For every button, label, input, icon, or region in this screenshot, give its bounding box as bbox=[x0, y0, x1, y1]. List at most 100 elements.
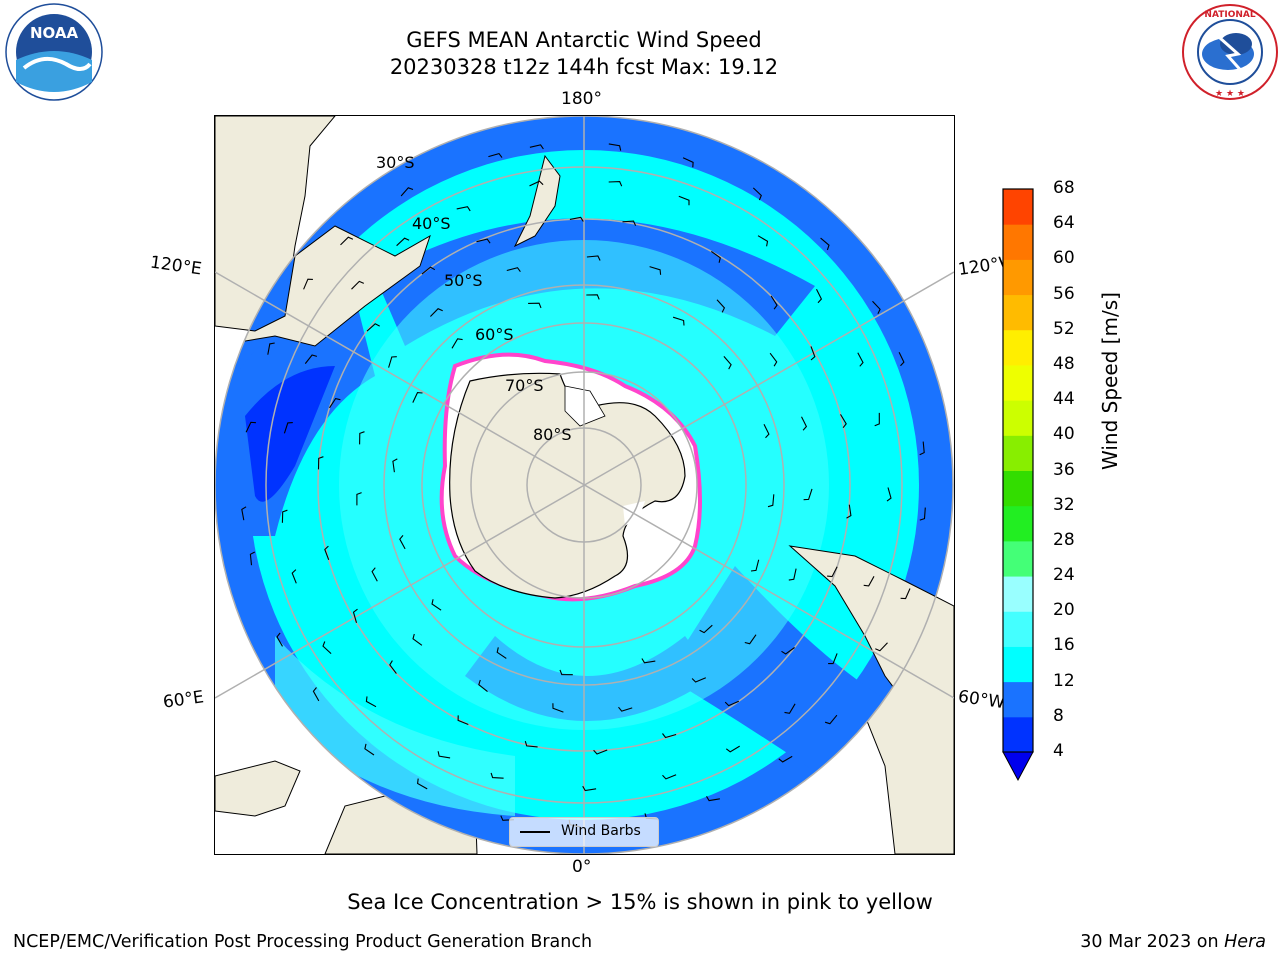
wind-barb bbox=[649, 266, 662, 275]
wind-barb bbox=[291, 569, 297, 584]
wind-barb bbox=[716, 299, 726, 313]
wind-barb bbox=[392, 458, 398, 473]
wind-barb bbox=[724, 700, 740, 707]
wind-barb bbox=[608, 181, 623, 187]
chart-subtitle: 20230328 t12z 144h fcst Max: 19.12 bbox=[389, 55, 779, 79]
wind-barb bbox=[828, 653, 838, 665]
wind-barb bbox=[417, 778, 428, 790]
colorbar-block bbox=[1003, 505, 1033, 542]
wind-barb bbox=[608, 143, 622, 151]
colorbar-block bbox=[1003, 576, 1033, 612]
wind-barb bbox=[706, 796, 720, 802]
wind-barb bbox=[710, 250, 721, 263]
wind-barb bbox=[431, 599, 442, 611]
wind-barb bbox=[900, 588, 911, 600]
wind-barb bbox=[371, 567, 378, 582]
wind-barb bbox=[329, 397, 341, 409]
wind-barb bbox=[351, 280, 365, 290]
colorbar-block bbox=[1003, 716, 1033, 753]
wind-barb bbox=[303, 278, 313, 290]
polar-map bbox=[215, 116, 954, 854]
colorbar-tick-label: 64 bbox=[1053, 213, 1075, 234]
lat-label-70s: 70°S bbox=[505, 376, 544, 395]
colorbar-tick-label: 4 bbox=[1053, 741, 1064, 761]
colorbar-block bbox=[1003, 400, 1033, 436]
wind-barb bbox=[304, 354, 318, 364]
lat-label-30s: 30°S bbox=[376, 153, 415, 172]
footer-date: 30 Mar 2023 on Hera bbox=[1080, 932, 1266, 952]
wind-barb bbox=[451, 338, 463, 349]
wind-barb bbox=[430, 308, 443, 317]
wind-barb bbox=[750, 559, 760, 572]
colorbar-label: Wind Speed [m/s] bbox=[1098, 292, 1122, 470]
colorbar-tick-label: 36 bbox=[1053, 459, 1075, 480]
wind-barb bbox=[801, 416, 808, 431]
footer-host: Hera bbox=[1224, 932, 1266, 952]
svg-text:NATIONAL: NATIONAL bbox=[1204, 10, 1255, 20]
wind-barb bbox=[421, 266, 436, 275]
wind-barb bbox=[641, 658, 656, 664]
wind-barb bbox=[245, 421, 256, 433]
wind-barb bbox=[691, 677, 707, 683]
wind-barb bbox=[672, 316, 685, 326]
wind-barb bbox=[399, 535, 406, 550]
colorbar-tick-label: 32 bbox=[1053, 494, 1075, 515]
colorbar-block bbox=[1003, 681, 1033, 718]
wind-barb bbox=[412, 633, 423, 646]
wind-barb bbox=[778, 755, 793, 763]
colorbar-tick-label: 12 bbox=[1053, 670, 1075, 691]
wind-barb bbox=[586, 294, 600, 300]
wind-barb bbox=[506, 267, 521, 273]
svg-text:★ ★ ★: ★ ★ ★ bbox=[1215, 89, 1245, 99]
wind-barb bbox=[820, 237, 830, 251]
lon-label-180: 180° bbox=[561, 89, 602, 109]
wind-barb bbox=[682, 157, 694, 168]
wind-barb bbox=[396, 237, 410, 247]
wind-barb bbox=[872, 300, 881, 315]
colorbar-extend-arrow bbox=[1002, 751, 1034, 782]
wind-barb bbox=[723, 356, 732, 370]
wind-barb bbox=[582, 785, 597, 792]
wind-barb bbox=[770, 295, 778, 310]
wind-barb bbox=[874, 412, 880, 427]
wind-barb bbox=[875, 642, 888, 652]
wind-barb bbox=[662, 774, 677, 780]
wind-barb bbox=[788, 568, 797, 581]
wind-barb-legend-line bbox=[520, 831, 550, 833]
colorbar-block bbox=[1003, 646, 1033, 683]
wind-barb bbox=[757, 235, 769, 247]
colorbar-tick-label: 40 bbox=[1053, 424, 1075, 445]
sea-ice-note: Sea Ice Concentration > 15% is shown in … bbox=[347, 890, 933, 914]
wind-barb bbox=[488, 152, 503, 158]
wind-barb bbox=[365, 696, 377, 708]
colorbar-tick-label: 24 bbox=[1053, 565, 1075, 586]
wind-barb bbox=[919, 441, 925, 456]
svg-text:NOAA: NOAA bbox=[30, 24, 79, 42]
colorbar-block bbox=[1003, 470, 1033, 507]
wind-barb bbox=[490, 772, 504, 779]
wind-barb bbox=[241, 506, 247, 521]
wind-barb bbox=[816, 288, 823, 304]
wind-barb bbox=[767, 494, 775, 508]
wind-barb bbox=[389, 660, 397, 674]
lat-label-40s: 40°S bbox=[412, 214, 451, 233]
lon-label-120e: 120°E bbox=[148, 252, 203, 280]
wind-barb bbox=[529, 144, 544, 150]
wind-barb bbox=[478, 679, 488, 693]
lon-label-0: 0° bbox=[572, 857, 592, 877]
map-legend: Wind Barbs bbox=[509, 817, 659, 847]
wind-barb bbox=[412, 392, 423, 403]
wind-barb bbox=[857, 352, 864, 367]
wind-barb bbox=[281, 509, 288, 523]
colorbar-tick-label: 28 bbox=[1053, 529, 1075, 550]
wind-barb bbox=[437, 751, 451, 759]
wind-barb bbox=[528, 302, 542, 309]
colorbar-tick-label: 20 bbox=[1053, 600, 1075, 621]
colorbar-tick-label: 44 bbox=[1053, 389, 1075, 410]
colorbar-block bbox=[1003, 294, 1033, 331]
wind-barb bbox=[662, 733, 677, 739]
colorbar-tick-label: 56 bbox=[1053, 283, 1075, 304]
colorbar bbox=[1002, 188, 1034, 782]
wind-barb bbox=[744, 634, 757, 645]
wind-barb bbox=[898, 351, 905, 367]
